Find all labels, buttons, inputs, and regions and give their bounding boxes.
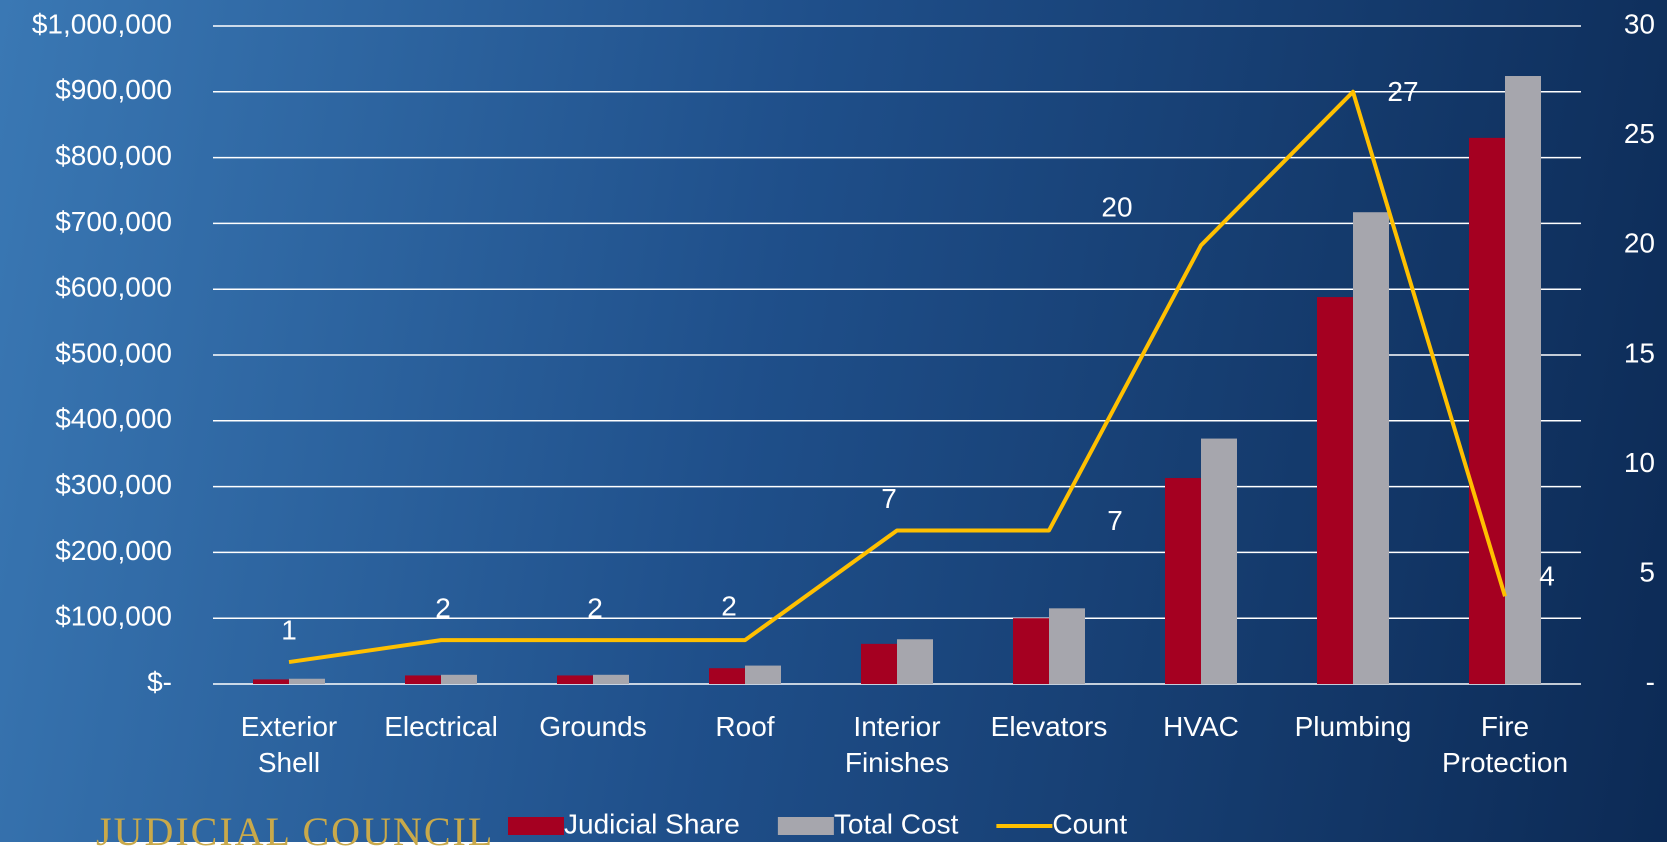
- y-tick-label: $900,000: [55, 74, 172, 105]
- x-tick-label: Grounds: [520, 709, 666, 745]
- bar: [1469, 138, 1505, 684]
- y2-tick-label: 15: [1624, 337, 1655, 368]
- y2-tick-label: -: [1646, 666, 1655, 697]
- y-tick-label: $400,000: [55, 403, 172, 434]
- bar: [745, 666, 781, 684]
- x-tick-label: Plumbing: [1280, 709, 1426, 745]
- bar: [405, 675, 441, 684]
- bar: [709, 668, 745, 684]
- legend-label: Total Cost: [834, 808, 959, 839]
- y-tick-label: $500,000: [55, 337, 172, 368]
- legend-swatch: [508, 817, 564, 835]
- x-tick-label: HVAC: [1128, 709, 1274, 745]
- y-tick-label: $700,000: [55, 206, 172, 237]
- legend-label: Count: [1052, 808, 1127, 839]
- data-label: 7: [1107, 505, 1123, 536]
- bar: [861, 644, 897, 684]
- legend-swatch: [778, 817, 834, 835]
- bar: [1165, 478, 1201, 684]
- y-tick-label: $800,000: [55, 140, 172, 171]
- y-tick-label: $1,000,000: [32, 8, 172, 39]
- bar: [1505, 76, 1541, 684]
- bar: [1317, 297, 1353, 684]
- logo-text: JUDICIAL COUNCIL: [96, 808, 494, 855]
- x-tick-label: Exterior Shell: [216, 709, 362, 781]
- bar: [289, 679, 325, 684]
- y-tick-label: $600,000: [55, 272, 172, 303]
- y-tick-label: $300,000: [55, 469, 172, 500]
- x-tick-label: Elevators: [976, 709, 1122, 745]
- data-label: 2: [721, 591, 737, 622]
- data-label: 2: [587, 593, 603, 624]
- x-tick-label: Roof: [672, 709, 818, 745]
- bar: [897, 639, 933, 684]
- data-label: 1: [281, 614, 297, 645]
- y2-tick-label: 30: [1624, 8, 1655, 39]
- y2-tick-label: 20: [1624, 228, 1655, 259]
- legend-label: Judicial Share: [564, 808, 740, 839]
- y2-tick-label: 10: [1624, 447, 1655, 478]
- x-tick-label: Electrical: [368, 709, 514, 745]
- bar: [1201, 439, 1237, 684]
- bar: [1049, 608, 1085, 684]
- y-tick-label: $-: [147, 666, 172, 697]
- x-tick-label: Interior Finishes: [824, 709, 970, 781]
- y-tick-label: $100,000: [55, 601, 172, 632]
- data-label: 4: [1539, 561, 1555, 592]
- slide: $- $100,000 $200,000 $300,000 $400,000 $500,0…: [0, 0, 1667, 842]
- y-tick-label: $200,000: [55, 535, 172, 566]
- bar: [557, 675, 593, 684]
- data-label: 2: [435, 593, 451, 624]
- bar: [593, 675, 629, 684]
- y2-tick-label: 5: [1639, 557, 1655, 588]
- data-label: 20: [1101, 192, 1132, 223]
- data-label: 27: [1387, 76, 1418, 107]
- x-tick-label: Fire Protection: [1432, 709, 1578, 781]
- bar: [253, 679, 289, 684]
- y2-tick-label: 25: [1624, 118, 1655, 149]
- bar: [1013, 618, 1049, 684]
- data-label: 7: [881, 483, 897, 514]
- bar: [1353, 212, 1389, 684]
- bar: [441, 675, 477, 684]
